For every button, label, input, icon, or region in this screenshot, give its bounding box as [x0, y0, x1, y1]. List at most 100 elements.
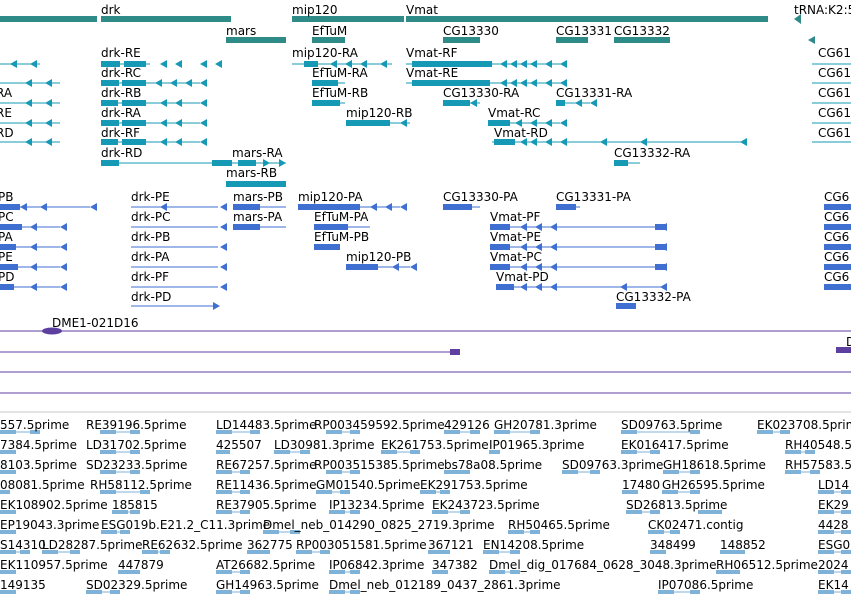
transcript-strand-arrow[interactable]	[640, 138, 647, 146]
est-label[interactable]: CK02471.contig	[648, 518, 744, 532]
est-glyph[interactable]	[841, 510, 851, 514]
est-glyph[interactable]	[142, 550, 158, 554]
est-glyph[interactable]	[590, 470, 600, 474]
transcript-exon[interactable]	[101, 80, 119, 86]
est-label[interactable]: ESG019b.E21.2_C11.3prime	[101, 518, 271, 532]
transcript-strand-arrow[interactable]	[200, 60, 207, 68]
clone-marker[interactable]	[42, 327, 62, 335]
est-label[interactable]: 557.5prime	[0, 418, 70, 432]
transcript-strand-arrow[interactable]	[515, 119, 522, 127]
transcript-label[interactable]: Vmat-RD	[494, 126, 548, 140]
protein-block[interactable]	[490, 244, 510, 250]
est-glyph[interactable]	[818, 490, 834, 494]
protein-strand-arrow[interactable]	[550, 283, 557, 291]
transcript-exon[interactable]	[346, 120, 390, 126]
transcript-strand-arrow[interactable]	[520, 138, 527, 146]
est-glyph[interactable]	[712, 510, 722, 514]
transcript-exon[interactable]	[101, 139, 118, 145]
transcript-exon[interactable]	[226, 181, 286, 187]
protein-label[interactable]: CG13332-PA	[616, 290, 691, 304]
protein-strand-arrow[interactable]	[40, 203, 47, 211]
transcript-strand-arrow[interactable]	[510, 79, 517, 87]
protein-block[interactable]	[0, 284, 14, 290]
protein-strand-arrow[interactable]	[535, 263, 542, 271]
est-glyph[interactable]	[841, 590, 851, 594]
protein-label[interactable]: CG13330-PA	[443, 190, 518, 204]
est-glyph[interactable]	[350, 470, 360, 474]
est-glyph[interactable]	[0, 530, 16, 534]
protein-label[interactable]: PD	[0, 270, 15, 284]
est-glyph[interactable]	[100, 470, 116, 474]
est-label[interactable]: RE11436.5prime	[216, 478, 317, 492]
transcript-strand-arrow[interactable]	[160, 138, 167, 146]
est-label[interactable]: RE37905.5prime	[216, 498, 317, 512]
est-glyph[interactable]	[0, 590, 16, 594]
gene-label[interactable]: CG13330	[443, 24, 499, 38]
est-glyph[interactable]	[350, 510, 360, 514]
transcript-strand-arrow[interactable]	[560, 138, 567, 146]
est-glyph[interactable]	[785, 450, 801, 454]
est-glyph[interactable]	[510, 550, 520, 554]
transcript-strand-arrow[interactable]	[530, 119, 537, 127]
transcript-exon[interactable]	[614, 160, 628, 166]
transcript-label[interactable]: CG61	[818, 66, 851, 80]
protein-strand-arrow[interactable]	[660, 263, 667, 271]
protein-label[interactable]: CG6	[824, 210, 850, 224]
protein-block[interactable]	[346, 264, 378, 270]
est-glyph[interactable]	[805, 450, 815, 454]
clone-label[interactable]: DME1-021D16	[52, 316, 139, 330]
protein-label[interactable]: drk-PE	[131, 190, 170, 204]
est-label[interactable]: GH14963.5prime	[216, 578, 319, 592]
protein-strand-arrow[interactable]	[550, 243, 557, 251]
est-label[interactable]: 362775	[247, 538, 293, 552]
transcript-strand-arrow[interactable]	[575, 99, 582, 107]
est-glyph[interactable]	[326, 430, 342, 434]
transcript-exon[interactable]	[212, 160, 232, 166]
protein-strand-arrow[interactable]	[400, 203, 407, 211]
est-glyph[interactable]	[100, 490, 116, 494]
est-label[interactable]: LD30981.3prime	[274, 438, 375, 452]
est-glyph[interactable]	[86, 590, 102, 594]
est-label[interactable]: LD31702.5prime	[86, 438, 187, 452]
est-glyph[interactable]	[320, 550, 330, 554]
protein-block[interactable]	[314, 244, 340, 250]
protein-block[interactable]	[0, 204, 20, 210]
est-glyph[interactable]	[818, 530, 834, 534]
est-label[interactable]: RH40548.5	[785, 438, 851, 452]
est-glyph[interactable]	[460, 470, 470, 474]
est-glyph[interactable]	[0, 450, 16, 454]
est-glyph[interactable]	[0, 570, 16, 574]
transcript-strand-arrow[interactable]	[175, 60, 182, 68]
transcript-exon[interactable]	[304, 61, 318, 67]
est-glyph[interactable]	[428, 550, 444, 554]
transcript-strand-arrow[interactable]	[345, 60, 352, 68]
transcript-strand-arrow[interactable]	[160, 60, 167, 68]
transcript-label[interactable]: Vmat-RC	[488, 106, 541, 120]
est-glyph[interactable]	[818, 590, 834, 594]
est-glyph[interactable]	[381, 450, 397, 454]
clone-marker[interactable]	[836, 347, 851, 353]
transcript-strand-arrow[interactable]	[740, 138, 747, 146]
est-glyph[interactable]	[70, 550, 80, 554]
protein-strand-arrow[interactable]	[620, 283, 627, 291]
est-glyph[interactable]	[432, 570, 448, 574]
est-glyph[interactable]	[670, 530, 680, 534]
protein-strand-arrow[interactable]	[370, 203, 377, 211]
est-glyph[interactable]	[626, 510, 642, 514]
protein-strand-arrow[interactable]	[60, 263, 67, 271]
protein-strand-arrow[interactable]	[60, 223, 67, 231]
gene-glyph[interactable]	[101, 16, 231, 22]
est-glyph[interactable]	[698, 510, 714, 514]
protein-strand-arrow[interactable]	[520, 283, 527, 291]
protein-strand-arrow[interactable]	[20, 203, 27, 211]
protein-label[interactable]: Vmat-PE	[490, 230, 542, 244]
est-glyph[interactable]	[160, 550, 170, 554]
protein-block[interactable]	[824, 224, 851, 230]
transcript-strand-arrow[interactable]	[600, 138, 607, 146]
est-label[interactable]: LD14483.5prime	[216, 418, 317, 432]
transcript-strand-arrow[interactable]	[45, 79, 52, 87]
est-label[interactable]: 149135	[0, 578, 46, 592]
est-glyph[interactable]	[260, 550, 270, 554]
transcript-exon[interactable]	[412, 80, 490, 86]
